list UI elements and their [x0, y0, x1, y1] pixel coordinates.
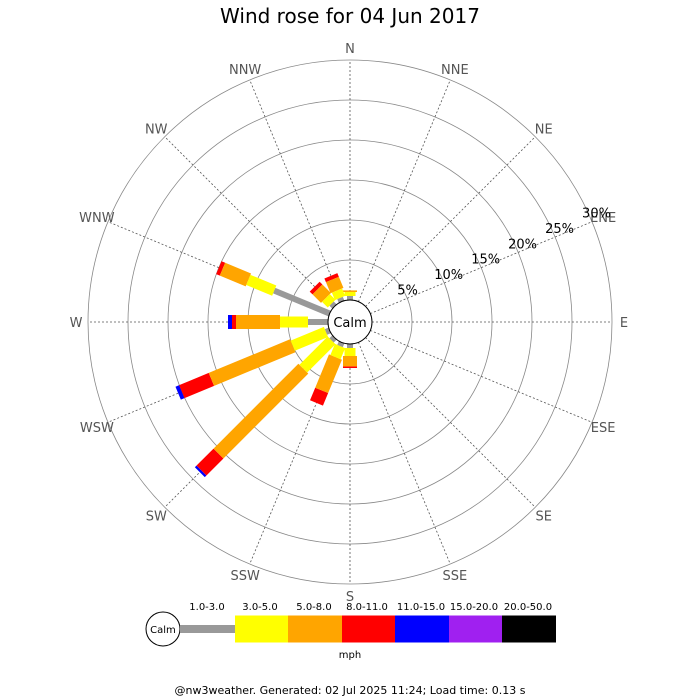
chart-title: Wind rose for 04 Jun 2017	[220, 4, 480, 28]
direction-label-ene: ENE	[590, 211, 616, 226]
direction-label-nne: NNE	[441, 63, 469, 78]
direction-label-nnw: NNW	[229, 63, 261, 78]
petal-ssw-bin-4	[310, 387, 329, 406]
legend-bin-label: 1.0-3.0	[189, 602, 224, 613]
radial-tick-label: 5%	[397, 283, 418, 298]
radial-tick-label: 25%	[545, 222, 574, 237]
direction-label-ne: NE	[535, 122, 553, 137]
legend-bin-label: 3.0-5.0	[242, 602, 277, 613]
legend-bin-label: 5.0-8.0	[296, 602, 331, 613]
direction-label-sse: SSE	[442, 569, 467, 584]
spoke-sse	[358, 342, 451, 565]
petal-sw-bin-2	[299, 336, 336, 373]
petal-nnw-bin-1	[337, 296, 345, 303]
radial-tick-label: 20%	[508, 237, 537, 252]
petal-nw-bin-1	[329, 301, 337, 309]
legend-swatch-4	[342, 615, 395, 643]
petal-wsw-bin-2	[290, 326, 329, 351]
legend-bin-label: 15.0-20.0	[450, 602, 498, 613]
petal-wsw-bin-5	[175, 385, 185, 400]
petal-nnw-bin-4	[324, 273, 339, 283]
spoke-ese	[370, 330, 593, 423]
direction-label-wnw: WNW	[79, 211, 115, 226]
footer-text: @nw3weather. Generated: 02 Jul 2025 11:2…	[174, 684, 526, 697]
direction-label-s: S	[346, 590, 354, 605]
direction-label-ssw: SSW	[230, 569, 260, 584]
spoke-se	[365, 337, 536, 508]
petal-layer	[175, 261, 357, 478]
petal-nw-bin-3	[312, 284, 331, 303]
petal-ssw-bin-1	[337, 341, 345, 348]
direction-label-ese: ESE	[591, 421, 616, 436]
legend-bin-label: 8.0-11.0	[346, 602, 388, 613]
radial-tick-label: 10%	[434, 268, 463, 283]
spoke-ene	[370, 221, 593, 314]
legend-swatch-3	[288, 615, 342, 643]
petal-nw-bin-2	[322, 294, 336, 308]
petal-wnw-bin-2	[246, 274, 277, 296]
legend: Calm 1.0-3.0 3.0-5.0 5.0-8.0 8.0-11.0 11.0-15…	[145, 602, 556, 661]
legend-swatch-6	[449, 615, 502, 643]
petal-ssw-bin-3	[315, 354, 342, 394]
petal-wnw-bin-3	[219, 262, 252, 287]
petal-wsw-bin-4	[179, 372, 215, 399]
grid-ring-6	[87, 59, 613, 585]
direction-label-se: SE	[536, 510, 552, 525]
petal-sw-bin-3	[213, 363, 309, 459]
direction-label-n: N	[345, 42, 355, 57]
petal-sw-bin-5	[194, 465, 207, 478]
spoke-nnw	[249, 79, 342, 302]
petal-sw-bin-4	[196, 448, 224, 476]
spoke-nne	[358, 79, 451, 302]
legend-calm-label: Calm	[150, 625, 176, 636]
direction-label-wsw: WSW	[80, 421, 114, 436]
direction-label-w: W	[70, 316, 83, 331]
petal-wnw-bin-4	[216, 261, 226, 276]
radial-tick-label: 30%	[582, 207, 611, 222]
direction-label-e: E	[620, 316, 628, 331]
direction-label-nw: NW	[145, 122, 168, 137]
legend-bin-label: 20.0-50.0	[504, 602, 552, 613]
petal-sw-bin-1	[329, 335, 337, 343]
label-layer: N NNE NE ENE E ESE SE SSE S SSW SW WSW W WNW NW NNW 5% 10…	[70, 42, 629, 605]
petal-nnw-bin-3	[325, 276, 344, 294]
legend-swatch-2	[235, 615, 288, 643]
legend-swatch-1	[180, 625, 235, 633]
radial-tick-label: 15%	[471, 253, 500, 268]
petal-wsw-bin-1	[324, 327, 331, 335]
petal-nnw-bin-2	[331, 288, 346, 301]
legend-unit-label: mph	[339, 650, 361, 661]
petal-wsw-bin-3	[208, 339, 296, 386]
calm-label: Calm	[333, 316, 366, 331]
direction-label-sw: SW	[146, 510, 167, 525]
petal-nw-bin-4	[309, 281, 323, 295]
calm-circle: Calm	[327, 299, 373, 345]
legend-swatch-5	[395, 615, 449, 643]
petal-ssw-bin-2	[330, 343, 346, 360]
spoke-ne	[365, 136, 536, 307]
legend-bin-label: 11.0-15.0	[397, 602, 445, 613]
petal-wnw-bin-1	[273, 287, 331, 317]
legend-swatch-7	[502, 615, 556, 643]
spoke-nw	[164, 136, 335, 307]
